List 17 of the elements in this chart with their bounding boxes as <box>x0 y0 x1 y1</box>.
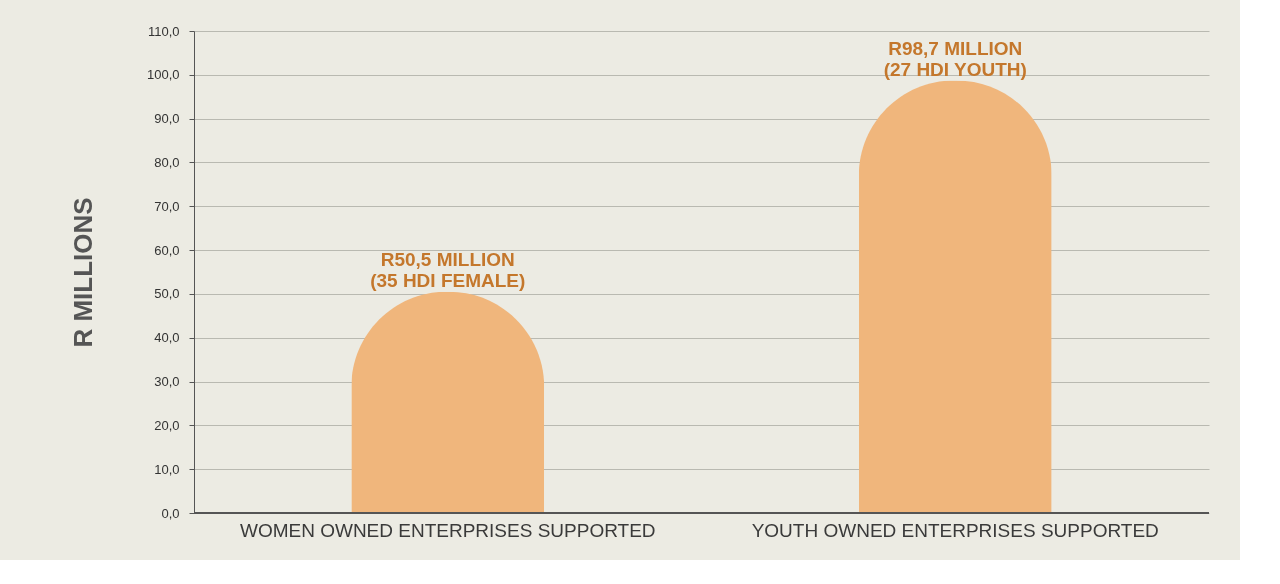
y-tick-label: 30,0 <box>154 374 180 390</box>
x-tick-label: WOMEN OWNED ENTERPRISES SUPPORTED <box>239 519 656 541</box>
y-tick-label: 80,0 <box>154 154 180 170</box>
data-label: R50,5 MILLION (35 HDI FEMALE) <box>370 248 526 291</box>
y-tick-label: 10,0 <box>154 461 180 477</box>
y-tick-label: 20,0 <box>154 417 180 433</box>
y-axis-title: R MILLIONS <box>67 197 98 348</box>
y-tick-label: 110,0 <box>147 23 180 39</box>
data-label: R98,7 MILLION (27 HDI YOUTH) <box>883 37 1027 80</box>
y-tick-label: 0,0 <box>161 505 180 521</box>
y-tick-label: 40,0 <box>154 330 180 346</box>
x-tick-label: YOUTH OWNED ENTERPRISES SUPPORTED <box>751 519 1159 541</box>
y-tick-label: 90,0 <box>154 111 180 127</box>
y-tick-label: 60,0 <box>154 242 180 258</box>
y-tick-label: 100,0 <box>146 67 180 83</box>
y-tick-label: 70,0 <box>154 198 180 214</box>
y-tick-label: 50,0 <box>154 286 180 302</box>
